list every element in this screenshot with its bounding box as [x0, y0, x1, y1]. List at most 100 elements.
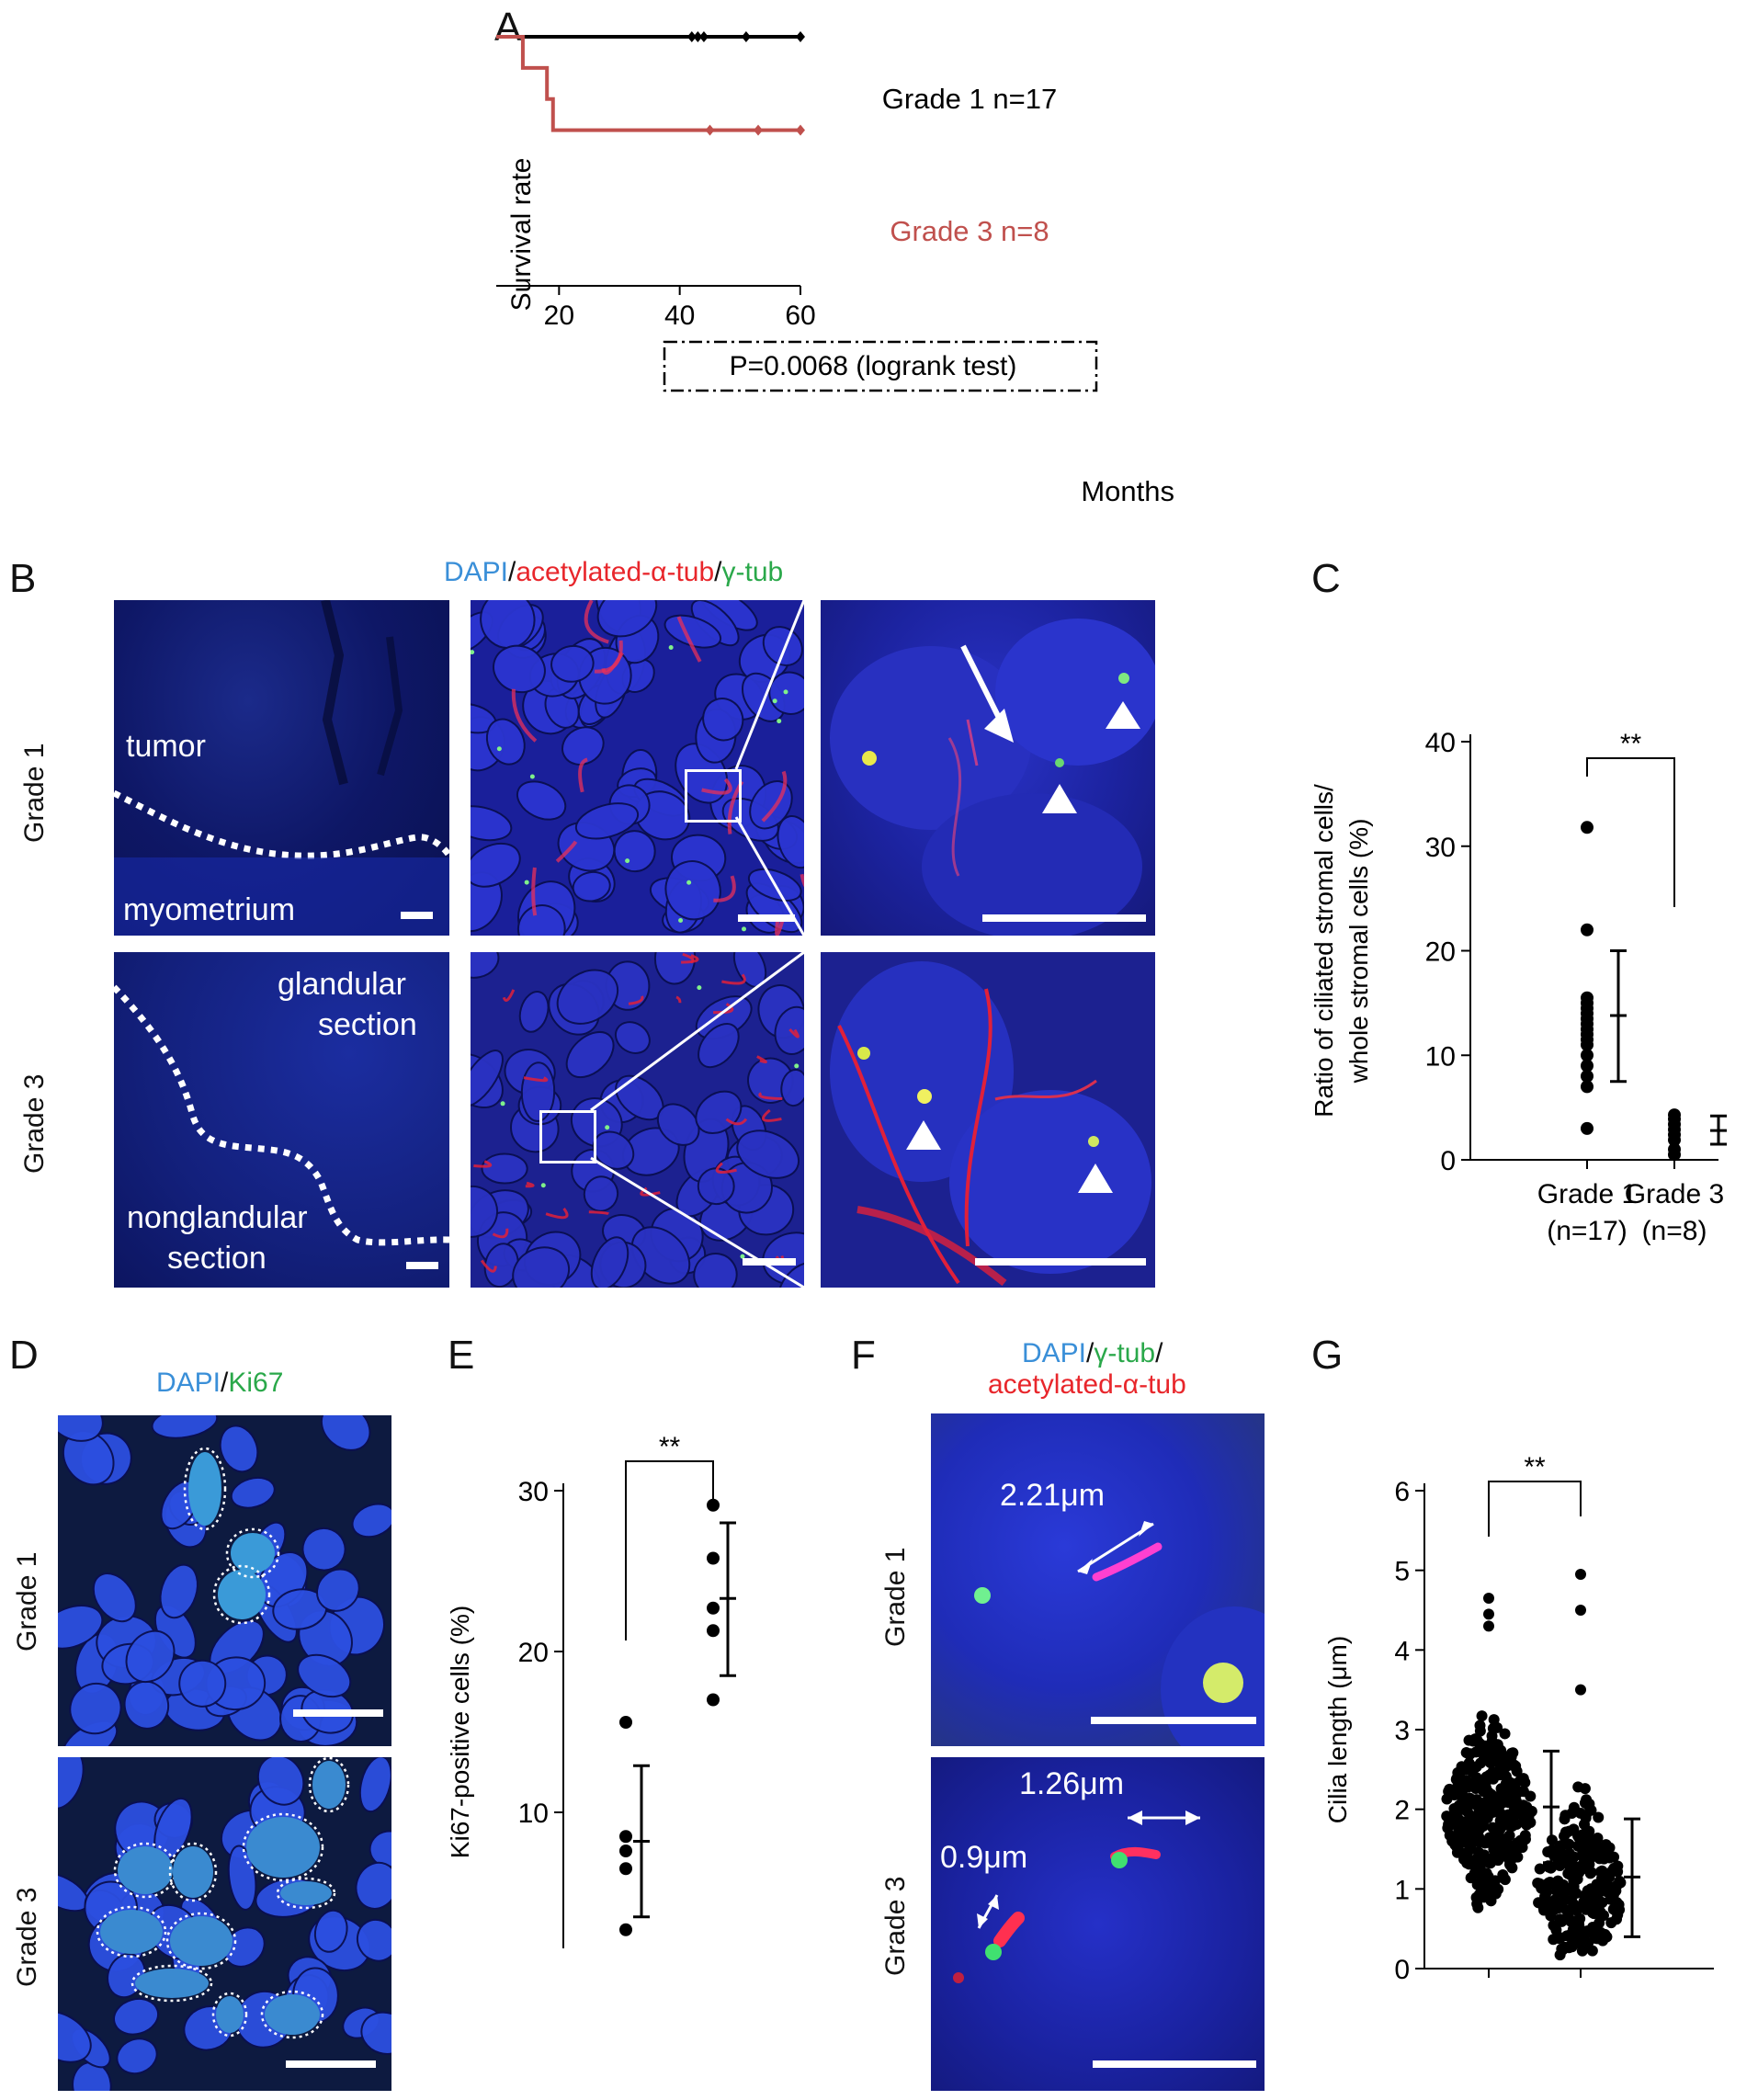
nucleus	[58, 1415, 104, 1442]
data-point	[1494, 1815, 1506, 1827]
data-point	[1607, 1903, 1619, 1915]
y-tick-label: 3	[1394, 1716, 1410, 1746]
data-point	[1451, 1773, 1463, 1785]
nucleus	[223, 1926, 266, 1968]
data-point	[1575, 1569, 1586, 1580]
nucleus	[358, 1757, 391, 1813]
data-point	[619, 1830, 632, 1844]
scale-bar	[286, 2060, 376, 2068]
tubulin-fiber	[715, 1162, 737, 1174]
label-nonglandular: nonglandular	[127, 1200, 308, 1235]
stain-dapi: DAPI	[156, 1368, 221, 1398]
data-point	[1608, 1851, 1620, 1863]
positive-cell-outline	[168, 1842, 218, 1902]
positive-cell-outline	[225, 1527, 280, 1579]
data-point	[1465, 1872, 1477, 1884]
nucleus	[58, 1605, 104, 1650]
centrosome-dot	[668, 644, 674, 650]
ki67-positive-nucleus	[231, 1533, 275, 1573]
data-point	[1574, 1807, 1586, 1819]
data-point	[1503, 1838, 1514, 1850]
scale-bar	[1093, 2060, 1256, 2068]
positive-cell-outline	[260, 1990, 324, 2039]
data-point	[1601, 1886, 1613, 1898]
positive-cell-outline	[130, 1964, 213, 2003]
data-point	[1492, 1753, 1504, 1765]
data-point	[1509, 1777, 1521, 1789]
nucleus	[320, 1415, 371, 1451]
panel-label-e: E	[448, 1333, 475, 1378]
data-point	[707, 1498, 720, 1512]
data-point	[1508, 1759, 1520, 1771]
data-point	[1560, 1904, 1572, 1916]
data-point	[1564, 1915, 1576, 1927]
data-point	[1507, 1747, 1519, 1759]
tubulin-fiber	[525, 1181, 535, 1188]
data-point	[1554, 1949, 1566, 1961]
nucleus	[113, 1997, 160, 2036]
nucleus	[151, 1415, 219, 1439]
data-point	[1594, 1909, 1606, 1921]
nucleus	[762, 626, 803, 666]
data-point	[1583, 1798, 1595, 1810]
positive-cell-outline	[242, 1812, 324, 1882]
data-point	[1462, 1781, 1474, 1793]
nucleus	[360, 2011, 391, 2055]
centrosome-dot	[772, 698, 777, 704]
data-point	[1668, 1148, 1681, 1162]
micrograph-cilia-grade1: 2.21μm	[931, 1413, 1265, 1746]
data-point	[1534, 1863, 1546, 1875]
nucleus	[574, 802, 640, 840]
data-point	[1594, 1850, 1606, 1862]
x-tick-label: 20	[544, 301, 574, 331]
nucleus	[520, 1061, 556, 1122]
significance-bracket	[1488, 1481, 1582, 1537]
micrograph-grade3-low: glandular section nonglandular section	[114, 952, 449, 1288]
data-point	[1559, 1894, 1571, 1906]
data-point	[1490, 1831, 1502, 1843]
stain-sep: /	[714, 557, 722, 587]
row-label-grade3: Grade 3	[880, 1876, 911, 1976]
nucleus	[69, 1682, 122, 1735]
data-point	[1474, 1860, 1486, 1872]
y-tick-label: 6	[1394, 1477, 1410, 1507]
data-point	[1456, 1803, 1468, 1815]
data-point	[619, 1862, 632, 1876]
y-axis-label: Survival rate	[506, 158, 537, 312]
censor-mark	[698, 31, 709, 42]
centrosome-dot	[529, 774, 535, 779]
data-point	[1469, 1821, 1481, 1833]
tubulin-fiber	[555, 840, 578, 863]
positive-cell-outline	[308, 1757, 350, 1813]
data-point	[1576, 1945, 1588, 1957]
ki67-positive-nucleus	[170, 1916, 233, 1966]
nucleus	[471, 952, 500, 979]
stain-sep: /	[1155, 1338, 1163, 1368]
stain-legend-f-line1: DAPI/γ-tub/	[1022, 1338, 1163, 1369]
data-point	[1543, 1898, 1555, 1910]
tubulin-fiber	[675, 995, 682, 1004]
panel-label-a: A	[494, 5, 522, 50]
nucleus	[697, 1167, 735, 1206]
row-label-grade3: Grade 3	[12, 1887, 42, 1987]
data-point	[1472, 1901, 1484, 1913]
y-tick-label: 20	[1425, 937, 1456, 968]
data-point	[1499, 1728, 1511, 1740]
data-point	[1563, 1883, 1575, 1895]
centrosome-dot	[794, 1063, 800, 1069]
data-point	[1557, 1856, 1569, 1867]
tubulin-fiber	[756, 1055, 767, 1064]
category-n: (n=17)	[1547, 1216, 1628, 1246]
data-point	[1668, 1133, 1681, 1147]
scale-bar	[738, 914, 795, 922]
nucleus	[596, 600, 658, 638]
nucleus	[614, 1021, 651, 1054]
tubulin-fiber	[775, 918, 785, 936]
positive-cell-outline	[165, 1912, 237, 1970]
data-point	[1441, 1793, 1453, 1805]
data-point	[1605, 1917, 1617, 1929]
y-tick-label: 2	[1394, 1796, 1410, 1826]
nucleus	[355, 1861, 391, 1910]
survival-chart: 0.00.20.40.60.81.00204060 Survival rate …	[496, 31, 1174, 507]
micrograph-grade1-high	[821, 600, 1155, 936]
